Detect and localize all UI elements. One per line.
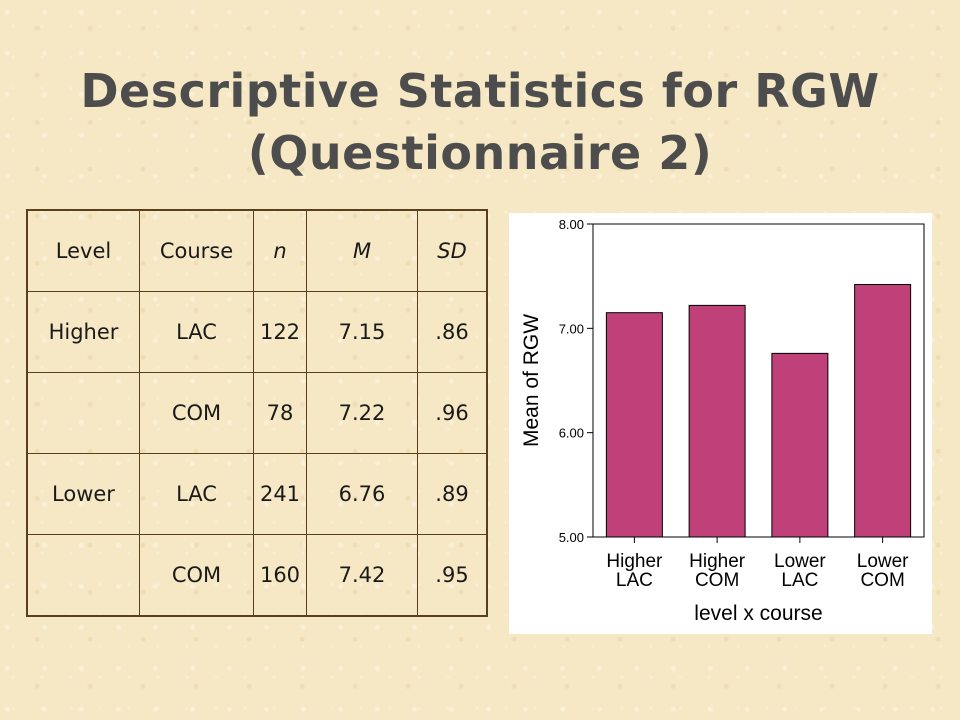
header-mean: M xyxy=(306,209,418,292)
slide-title: Descriptive Statistics for RGW (Question… xyxy=(0,60,960,184)
bar xyxy=(688,304,746,538)
table-row: COM 160 7.42 .95 xyxy=(26,534,488,617)
title-line-1: Descriptive Statistics for RGW xyxy=(80,64,880,118)
cell-mean: 7.22 xyxy=(306,372,418,454)
header-n: n xyxy=(253,209,307,292)
x-tick-label: Higher COM xyxy=(689,551,746,591)
y-tick-label: 6.00 xyxy=(559,426,584,441)
cell-level: Higher xyxy=(26,291,140,373)
x-tick-label: Lower LAC xyxy=(774,551,826,591)
cell-n: 78 xyxy=(253,372,307,454)
cell-n: 122 xyxy=(253,291,307,373)
bar-chart-panel: 5.00 6.00 7.00 8.00 Higher LAC Higher COM Lower L… xyxy=(509,213,932,634)
cell-course: LAC xyxy=(139,291,254,373)
bar xyxy=(605,312,663,538)
bar xyxy=(854,284,912,538)
plot-frame xyxy=(592,223,925,538)
cell-n: 241 xyxy=(253,453,307,535)
cell-level xyxy=(26,534,140,617)
header-course: Course xyxy=(139,209,254,292)
table-row: Lower LAC 241 6.76 .89 xyxy=(26,453,488,535)
table-header-row: Level Course n M SD xyxy=(26,209,488,292)
cell-mean: 7.15 xyxy=(306,291,418,373)
x-tick-label: Lower COM xyxy=(857,551,909,591)
x-axis-title: level x course xyxy=(694,602,822,625)
cell-sd: .89 xyxy=(417,453,488,535)
table-row: Higher LAC 122 7.15 .86 xyxy=(26,291,488,373)
cell-course: COM xyxy=(139,372,254,454)
bar xyxy=(771,352,829,538)
cell-level: Lower xyxy=(26,453,140,535)
y-tick-label: 8.00 xyxy=(559,217,584,232)
table-row: COM 78 7.22 .96 xyxy=(26,372,488,454)
header-sd: SD xyxy=(417,209,488,292)
cell-n: 160 xyxy=(253,534,307,617)
descriptive-stats-table: Level Course n M SD Higher LAC 122 7.15 … xyxy=(26,209,488,617)
cell-mean: 6.76 xyxy=(306,453,418,535)
cell-sd: .95 xyxy=(417,534,488,617)
cell-level xyxy=(26,372,140,454)
cell-course: COM xyxy=(139,534,254,617)
cell-course: LAC xyxy=(139,453,254,535)
cell-sd: .86 xyxy=(417,291,488,373)
y-axis-title: Mean of RGW xyxy=(520,314,543,447)
y-tick-label: 7.00 xyxy=(559,321,584,336)
cell-mean: 7.42 xyxy=(306,534,418,617)
y-tick-label: 5.00 xyxy=(559,530,584,545)
x-tick-label: Higher LAC xyxy=(606,551,663,591)
header-level: Level xyxy=(26,209,140,292)
cell-sd: .96 xyxy=(417,372,488,454)
title-line-2: (Questionnaire 2) xyxy=(247,126,713,180)
bar-chart: 5.00 6.00 7.00 8.00 Higher LAC Higher COM Lower L… xyxy=(520,217,925,625)
